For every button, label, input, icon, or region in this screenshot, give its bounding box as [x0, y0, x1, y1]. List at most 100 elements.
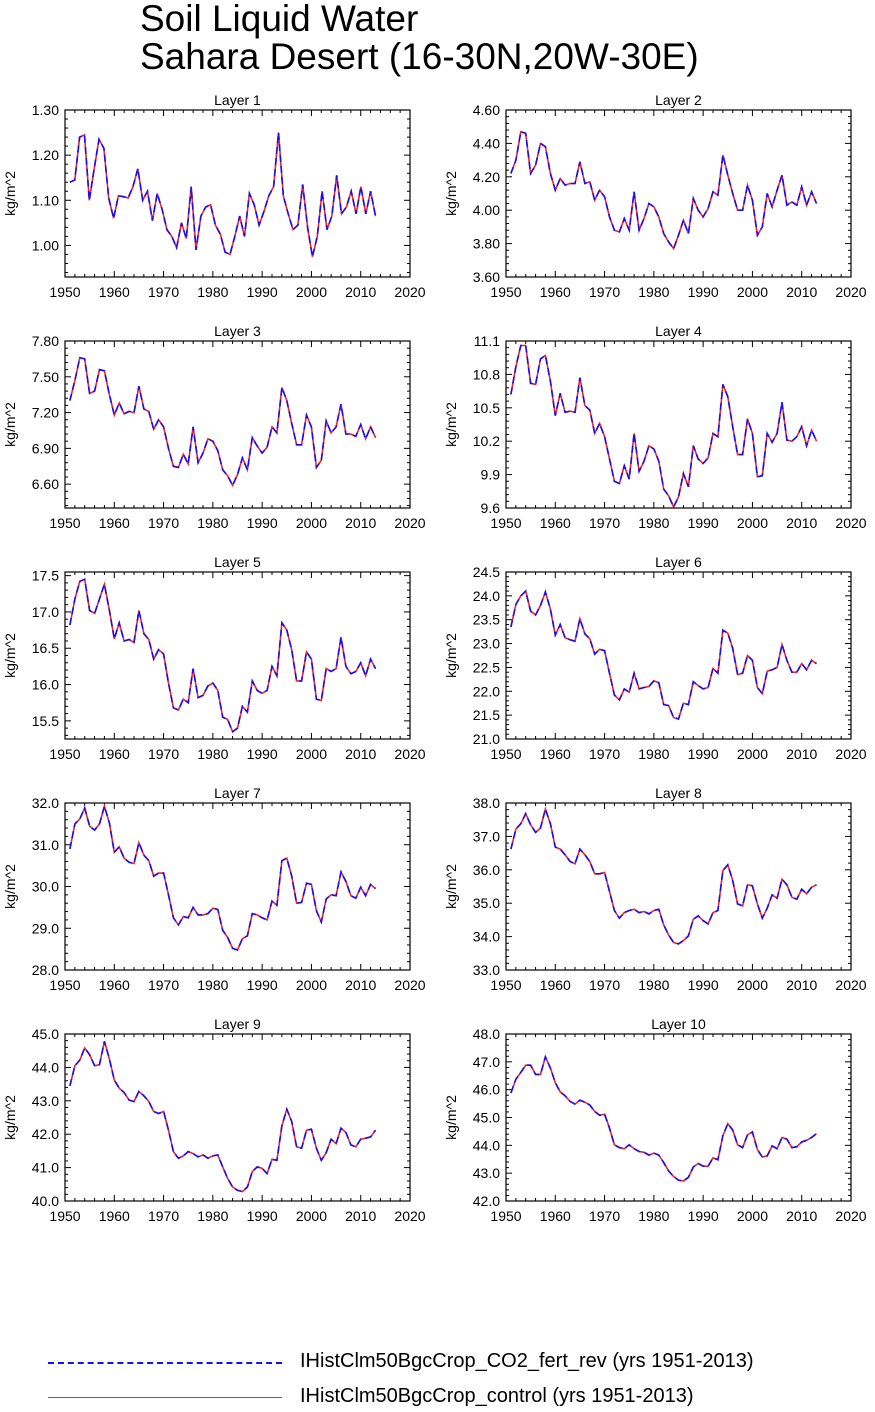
y-tick-label: 16.5	[32, 640, 59, 656]
series-line-co2-fert-rev	[69, 1041, 377, 1193]
x-tick-label: 2010	[786, 1208, 817, 1224]
x-tick-label: 2010	[345, 1208, 376, 1224]
y-tick-label: 3.60	[473, 269, 500, 285]
x-tick-label: 1970	[148, 284, 179, 300]
chart-layer-8: Layer 8 kg/m^2 1950 1960 1970 1980 1990 2000 201…	[443, 785, 867, 993]
x-tick-label: 2000	[296, 746, 327, 762]
chart-layer-7: Layer 7 kg/m^2 1950 1960 1970 1980 1990 2000 201…	[2, 785, 426, 993]
x-tick-label: 1950	[49, 1208, 80, 1224]
chart-layer-10: Layer 10 kg/m^2 1950 1960 1970 1980 1990 2000 20…	[443, 1016, 867, 1224]
series-line-control	[510, 344, 818, 509]
series-line-co2-fert-rev	[69, 803, 377, 951]
y-tick-label: 4.60	[473, 102, 500, 118]
title-line-1: Soil Liquid Water	[140, 0, 419, 39]
chart-title: Layer 3	[214, 323, 261, 339]
x-tick-label: 2020	[394, 746, 425, 762]
x-tick-label: 1990	[247, 284, 278, 300]
x-tick-label: 2000	[737, 977, 768, 993]
y-tick-label: 23.0	[473, 636, 500, 652]
x-tick-label: 1990	[688, 746, 719, 762]
series-line-control	[69, 1041, 377, 1193]
x-tick-label: 1990	[247, 977, 278, 993]
x-tick-label: 1990	[688, 515, 719, 531]
y-tick-label: 4.40	[473, 135, 500, 151]
y-tick-label: 45.0	[473, 1110, 500, 1126]
y-tick-label: 1.10	[32, 192, 59, 208]
x-tick-label: 1950	[490, 746, 521, 762]
y-tick-label: 4.00	[473, 202, 500, 218]
x-tick-label: 2020	[835, 1208, 866, 1224]
y-axis-label: kg/m^2	[443, 633, 459, 678]
y-tick-label: 23.5	[473, 612, 500, 628]
series-line-co2-fert-rev	[510, 130, 818, 251]
series-line-control	[69, 578, 377, 733]
y-tick-label: 6.60	[32, 476, 59, 492]
y-tick-label: 1.20	[32, 147, 59, 163]
x-tick-label: 1970	[148, 746, 179, 762]
x-tick-label: 2010	[786, 977, 817, 993]
chart-layer-6: Layer 6 kg/m^2 1950 1960 1970 1980 1990 2000 201…	[443, 554, 867, 762]
y-tick-label: 36.0	[473, 862, 500, 878]
y-tick-label: 22.0	[473, 683, 500, 699]
y-tick-label: 35.0	[473, 895, 500, 911]
y-axis-label: kg/m^2	[2, 864, 18, 909]
y-tick-label: 47.0	[473, 1054, 500, 1070]
x-tick-label: 2000	[296, 1208, 327, 1224]
x-tick-label: 1990	[688, 1208, 719, 1224]
y-tick-label: 17.0	[32, 604, 59, 620]
y-tick-label: 32.0	[32, 795, 59, 811]
series-line-co2-fert-rev	[510, 806, 817, 945]
y-tick-label: 46.0	[473, 1082, 500, 1098]
chart-title: Layer 6	[655, 554, 702, 570]
x-tick-label: 2010	[786, 515, 817, 531]
y-tick-label: 40.0	[32, 1193, 59, 1209]
y-tick-label: 6.90	[32, 440, 59, 456]
x-tick-label: 1970	[589, 746, 620, 762]
x-tick-label: 1980	[197, 515, 228, 531]
y-tick-label: 41.0	[32, 1160, 59, 1176]
x-tick-label: 1980	[638, 284, 669, 300]
x-tick-label: 2020	[835, 284, 866, 300]
y-tick-label: 21.5	[473, 707, 500, 723]
series-line-control	[69, 132, 377, 257]
x-tick-label: 2010	[786, 284, 817, 300]
x-tick-label: 2020	[394, 1208, 425, 1224]
y-tick-label: 10.5	[473, 400, 500, 416]
y-axis-label: kg/m^2	[2, 171, 18, 216]
chart-title: Layer 2	[655, 92, 702, 108]
x-tick-label: 2000	[296, 284, 327, 300]
plot-frame	[505, 109, 852, 278]
title-line-2: Sahara Desert (16-30N,20W-30E)	[140, 36, 699, 77]
y-tick-label: 29.0	[32, 920, 59, 936]
y-tick-label: 10.8	[473, 366, 500, 382]
y-tick-label: 11.1	[474, 333, 500, 349]
plot-frame	[505, 1033, 852, 1202]
series-line-co2-fert-rev	[69, 356, 377, 488]
y-tick-label: 43.0	[473, 1165, 500, 1181]
x-tick-label: 1980	[197, 1208, 228, 1224]
x-tick-label: 1960	[99, 977, 130, 993]
y-axis-label: kg/m^2	[443, 171, 459, 216]
y-tick-label: 44.0	[473, 1137, 500, 1153]
x-tick-label: 2000	[737, 515, 768, 531]
plot-frame	[64, 571, 411, 740]
chart-title: Layer 4	[655, 323, 702, 339]
x-tick-label: 1970	[589, 1208, 620, 1224]
y-tick-label: 37.0	[473, 828, 500, 844]
y-tick-label: 33.0	[473, 962, 500, 978]
x-tick-label: 1980	[197, 284, 228, 300]
x-tick-label: 2000	[296, 977, 327, 993]
plot-frame	[64, 802, 411, 971]
y-tick-label: 15.5	[32, 713, 59, 729]
y-tick-label: 7.50	[32, 369, 59, 385]
x-tick-label: 1990	[688, 284, 719, 300]
plot-frame	[505, 340, 852, 509]
x-tick-label: 1960	[99, 746, 130, 762]
y-axis-label: kg/m^2	[2, 633, 18, 678]
chart-layer-5: Layer 5 kg/m^2 1950 1960 1970 1980 1990 2000 201…	[2, 554, 426, 762]
x-tick-label: 1950	[490, 1208, 521, 1224]
x-tick-label: 1990	[688, 977, 719, 993]
y-tick-label: 7.80	[32, 333, 59, 349]
chart-title: Layer 7	[214, 785, 261, 801]
y-tick-label: 48.0	[473, 1026, 500, 1042]
